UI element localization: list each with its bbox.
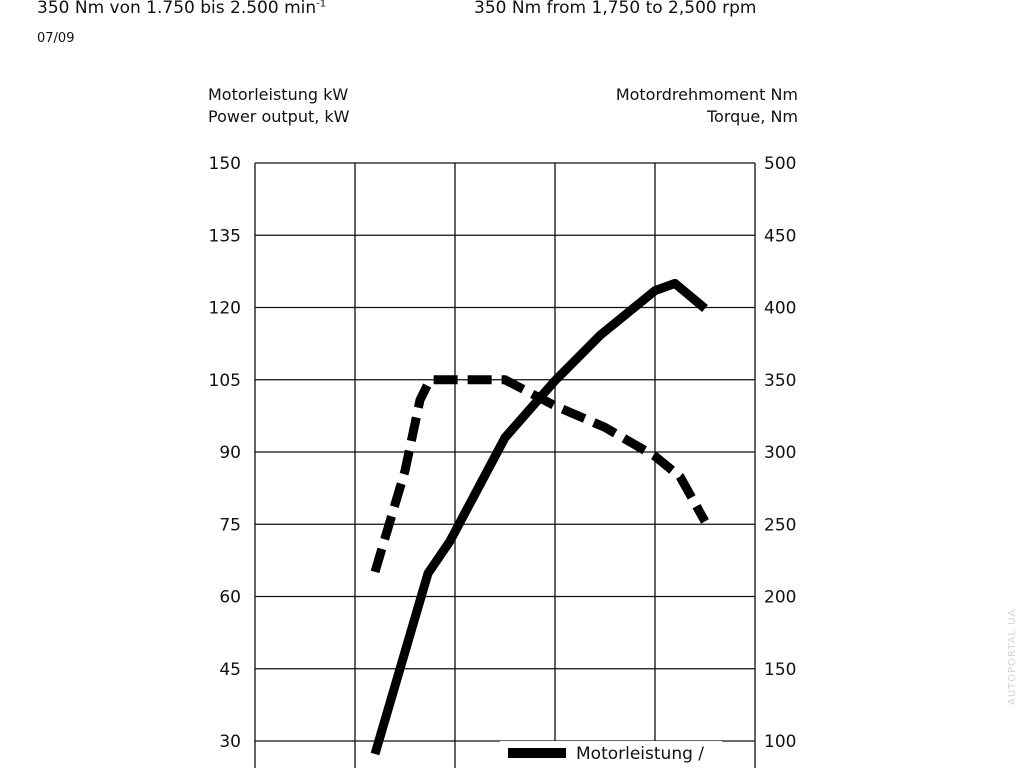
- left-tick-label: 45: [219, 660, 241, 680]
- right-tick-label: 500: [764, 154, 796, 174]
- left-axis-label: Motorleistung kW Power output, kW: [208, 85, 350, 126]
- watermark: AUTOPORTAL.UA: [1007, 608, 1018, 705]
- left-tick-label: 30: [219, 732, 241, 752]
- left-tick-label: 150: [209, 154, 241, 174]
- right-axis-label: Motordrehmoment Nm Torque, Nm: [615, 85, 798, 126]
- left-tick-label: 135: [209, 226, 241, 246]
- power-curve: [370, 278, 708, 756]
- right-tick-label: 350: [764, 371, 796, 391]
- subtitle-german: 350 Nm von 1.750 bis 2.500 min-1: [37, 0, 327, 18]
- left-tick-label: 120: [209, 299, 241, 319]
- subtitle-english: 350 Nm from 1,750 to 2,500 rpm: [474, 0, 757, 18]
- right-tick-label: 450: [764, 226, 796, 246]
- legend-swatch-power: [508, 748, 566, 758]
- legend-label-power: Motorleistung /: [576, 744, 704, 764]
- left-tick-label: 90: [219, 443, 241, 463]
- right-tick-label: 200: [764, 588, 796, 608]
- date-label: 07/09: [37, 31, 75, 46]
- right-tick-label: 100: [764, 732, 796, 752]
- left-tick-label: 105: [209, 371, 241, 391]
- left-tick-label: 60: [219, 588, 241, 608]
- right-tick-label: 400: [764, 299, 796, 319]
- right-tick-label: 150: [764, 660, 796, 680]
- right-tick-label: 300: [764, 443, 796, 463]
- left-tick-label: 75: [219, 515, 241, 535]
- right-tick-label: 250: [764, 515, 796, 535]
- torque-curve: [370, 375, 709, 574]
